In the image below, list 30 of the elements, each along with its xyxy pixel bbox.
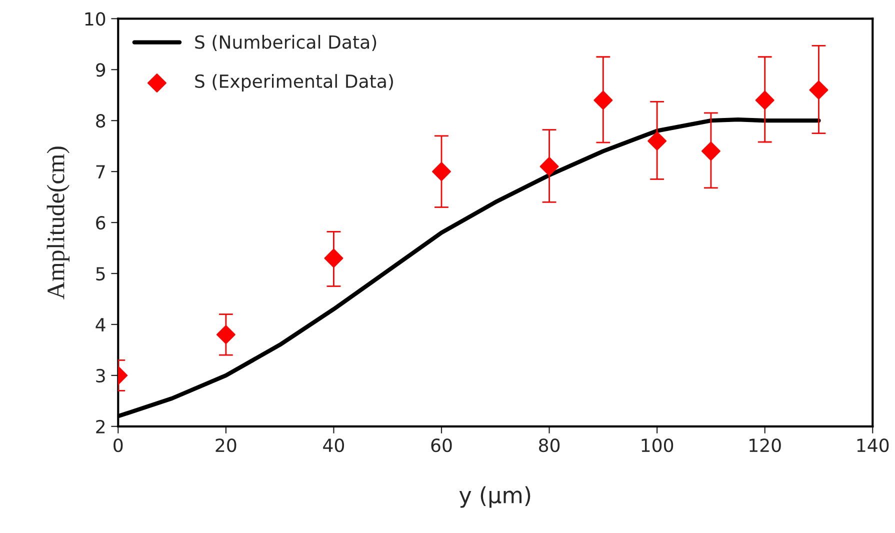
point bbox=[594, 90, 613, 110]
x-tick-label: 60 bbox=[431, 438, 452, 452]
y-tick-label: 4 bbox=[96, 318, 106, 332]
x-tick-label: 140 bbox=[857, 438, 889, 452]
x-tick-label: 40 bbox=[323, 438, 344, 452]
point bbox=[540, 156, 559, 176]
point bbox=[432, 162, 451, 182]
y-tick-label: 9 bbox=[96, 63, 106, 77]
legend-label: S (Experimental Data) bbox=[195, 74, 393, 92]
y-axis-title: Amplitude(cm) bbox=[46, 146, 70, 300]
y-tick-label: 7 bbox=[96, 165, 105, 178]
x-tick-label: 0 bbox=[114, 438, 123, 452]
y-tick-label: 2 bbox=[96, 420, 105, 434]
y-tick-label: 10 bbox=[85, 12, 106, 26]
legend-label: S (Numberical Data) bbox=[195, 34, 376, 52]
y-tick-label: 3 bbox=[96, 368, 105, 383]
point bbox=[648, 132, 667, 150]
y-tick-label: 5 bbox=[96, 267, 105, 281]
y-tick-label: 6 bbox=[96, 216, 106, 230]
x-tick-label: 120 bbox=[750, 438, 781, 452]
x-tick-label: 80 bbox=[539, 438, 560, 452]
x-tick-label: 20 bbox=[216, 438, 236, 452]
point bbox=[755, 90, 774, 110]
point bbox=[809, 80, 828, 100]
x-tick-label: 100 bbox=[642, 438, 674, 452]
y-tick-label: 8 bbox=[96, 114, 106, 128]
point bbox=[324, 248, 344, 268]
x-axis-title: y (µm) bbox=[459, 486, 530, 508]
point bbox=[216, 325, 236, 344]
point bbox=[701, 142, 720, 161]
